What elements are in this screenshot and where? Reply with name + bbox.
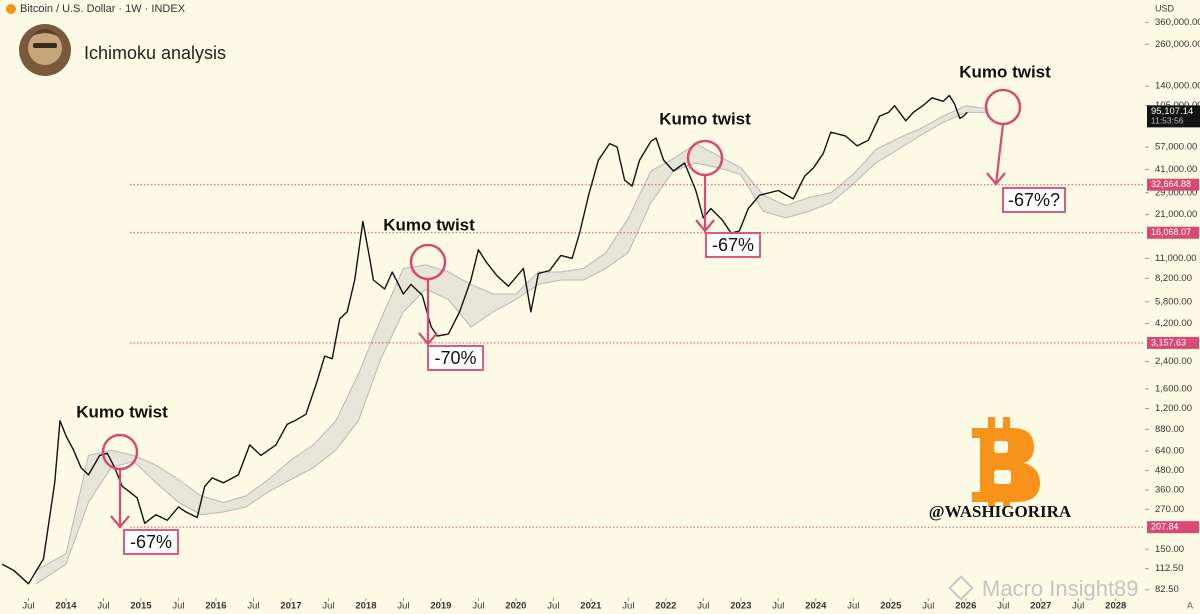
x-tick-label: 2023	[730, 601, 751, 612]
drop-label-box	[123, 529, 179, 555]
drop-label-box	[705, 232, 761, 258]
annotation-title: Kumo twist	[76, 402, 168, 421]
x-tick-label: Jul	[397, 601, 409, 612]
bitcoin-logo	[972, 417, 1040, 507]
countdown: 11:53:56	[1151, 116, 1184, 126]
y-tick-label: 360,000.00	[1155, 17, 1200, 28]
x-tick-label: 2016	[205, 601, 226, 612]
watermark-source: Macro Insight89	[982, 576, 1139, 601]
y-tick-label: 21,000.00	[1155, 209, 1197, 220]
cloud-edge	[35, 111, 989, 585]
level-badge	[1147, 336, 1199, 349]
x-tick-label: Jul	[22, 601, 34, 612]
overlay: Kumo twist Kumo twist Kumo twist Kumo twist…	[76, 62, 1066, 555]
x-tick-label: Jul	[472, 601, 484, 612]
annotation-arrow	[994, 123, 1005, 185]
x-tick-label: 2015	[130, 601, 152, 612]
x-tick-label: Jul	[847, 601, 859, 612]
annotation-arrowhead	[695, 219, 715, 233]
y-tick-label: 2,400.00	[1155, 356, 1192, 367]
y-tick-label: 8,200.00	[1155, 273, 1192, 284]
y-tick-label: 270.00	[1155, 504, 1184, 515]
x-tick-label: Jul	[772, 601, 784, 612]
x-tick-label: Jul	[547, 601, 559, 612]
symbol-title: Bitcoin / U.S. Dollar · 1W · INDEX	[20, 3, 186, 15]
level-label: 3,157.63	[1151, 337, 1186, 347]
y-tick-label: 880.00	[1155, 424, 1184, 435]
annotation-arrowhead	[986, 172, 1006, 186]
x-tick-label: Jul	[1072, 601, 1084, 612]
y-tick-label: 57,000.00	[1155, 142, 1197, 153]
x-tick-label: Jul	[697, 601, 709, 612]
x-tick-label: Jul	[247, 601, 259, 612]
drop-label: -67%?	[1008, 190, 1060, 210]
symbol-icon	[6, 4, 16, 14]
annotation-title: Kumo twist	[383, 215, 475, 234]
x-tick-label: Jul	[97, 601, 109, 612]
x-tick-label: 2022	[655, 601, 676, 612]
y-tick-label: 29,000.00	[1155, 187, 1197, 198]
x-tick-label: 2024	[805, 601, 827, 612]
x-tick-label: 2019	[430, 601, 451, 612]
y-tick-label: 1,600.00	[1155, 383, 1192, 394]
x-tick-label: Jul	[322, 601, 334, 612]
x-tick-label: 2021	[580, 601, 602, 612]
x-tick-label: 2018	[355, 601, 376, 612]
cloud-edge	[35, 105, 989, 571]
x-tick-label: 2025	[880, 601, 902, 612]
drop-label: -67%	[712, 235, 754, 255]
x-tick-label: 2017	[280, 601, 301, 612]
y-tick-label: 140,000.00	[1155, 81, 1200, 92]
annotation-arrowhead	[110, 515, 130, 529]
drop-label-box	[1002, 187, 1066, 213]
x-tick-label: 2020	[505, 601, 526, 612]
y-tick-label: 360.00	[1155, 484, 1184, 495]
x-tick-label: 2026	[955, 601, 976, 612]
watermark-handle: @WASHIGORIRA	[929, 502, 1072, 521]
currency-label: USD	[1155, 3, 1175, 13]
level-label: 16,068.07	[1151, 227, 1191, 237]
level-badge	[1147, 226, 1199, 239]
watermark-icon	[948, 575, 974, 601]
plot-area	[1, 94, 1145, 585]
y-tick-label: 11,000.00	[1155, 253, 1197, 264]
y-tick-label: 640.00	[1155, 446, 1184, 457]
subtitle: Ichimoku analysis	[84, 43, 226, 63]
x-tick-label: Jul	[172, 601, 184, 612]
y-tick-label: 41,000.00	[1155, 164, 1197, 175]
x-tick-label: 2028	[1105, 601, 1126, 612]
annotation-title: Kumo twist	[959, 62, 1051, 81]
level-badge	[1147, 521, 1199, 534]
x-tick-label: 2027	[1030, 601, 1051, 612]
y-tick-label: 150.00	[1155, 544, 1184, 555]
drop-label: -67%	[130, 532, 172, 552]
level-badge	[1147, 178, 1199, 191]
x-tick-label: Jul	[997, 601, 1009, 612]
price-line	[1, 94, 968, 585]
annotation-title: Kumo twist	[659, 109, 751, 128]
level-label: 32,664.88	[1151, 179, 1191, 189]
y-tick-label: 1,200.00	[1155, 403, 1192, 414]
last-price-label: 95,107.14	[1151, 106, 1193, 117]
y-tick-label: 82.50	[1155, 584, 1179, 595]
drop-label-box	[427, 345, 484, 371]
y-tick-label: 112.50	[1155, 563, 1183, 574]
y-tick-label: 480.00	[1155, 465, 1184, 476]
level-label: 207.84	[1151, 522, 1179, 532]
x-tick-label: Jul	[922, 601, 934, 612]
auto-scale-button[interactable]: A	[1187, 600, 1193, 610]
y-tick-label: 4,200.00	[1155, 318, 1192, 329]
annotation-arrowhead	[418, 332, 438, 346]
last-price-badge	[1147, 105, 1200, 128]
y-tick-label: 260,000.00	[1155, 39, 1200, 50]
avatar	[19, 24, 71, 76]
x-tick-label: Jul	[622, 601, 634, 612]
drop-label: -70%	[434, 348, 476, 368]
x-tick-label: 2014	[55, 601, 77, 612]
y-tick-label: 5,800.00	[1155, 296, 1192, 307]
